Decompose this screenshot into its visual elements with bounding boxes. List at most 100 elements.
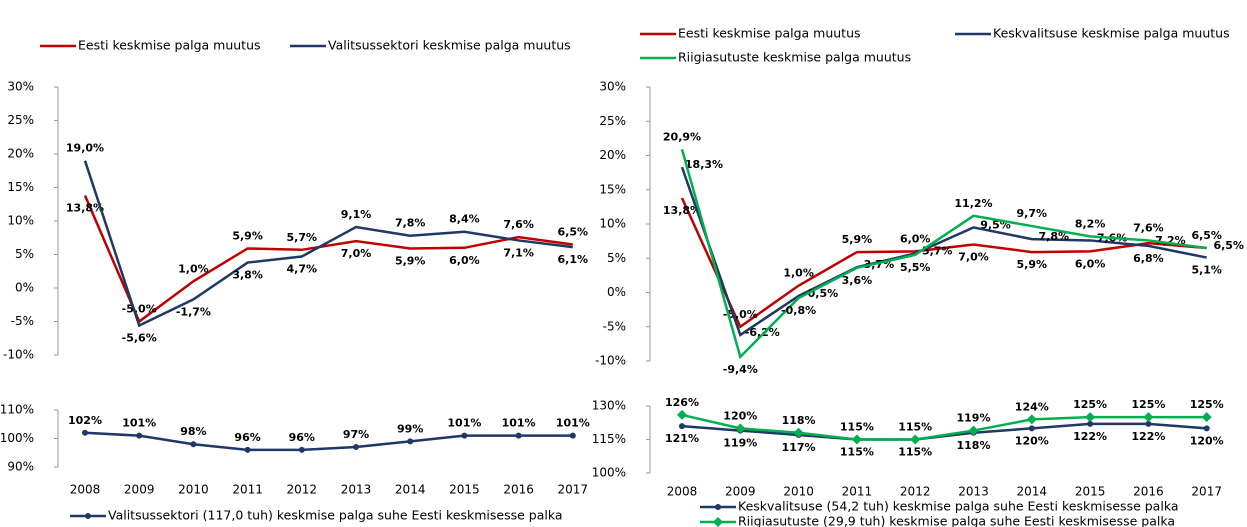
value-label: 122% (1131, 430, 1165, 443)
x-tick-label: 2016 (1133, 485, 1164, 499)
series-line (681, 422, 1207, 441)
value-label: 8,2% (1075, 217, 1106, 230)
series-line (680, 197, 1207, 329)
point (968, 425, 979, 436)
value-label: 98% (180, 425, 206, 438)
value-label: 96% (234, 431, 260, 444)
x-tick-label: 2011 (232, 483, 263, 497)
series-line (680, 166, 1207, 337)
value-label: 4,7% (287, 263, 318, 276)
value-label: 6,5% (558, 225, 589, 238)
value-label: 13,8% (663, 204, 701, 217)
value-label: -5,0% (122, 303, 157, 316)
x-tick-label: 2015 (449, 483, 480, 497)
y-tick-label: 15% (7, 180, 34, 194)
x-tick-label: 2009 (725, 485, 756, 499)
x-tick-label: 2010 (783, 485, 814, 499)
point (851, 434, 862, 445)
y-tick-label: 100% (592, 466, 626, 480)
legend-label: Eesti keskmise palga muutus (678, 26, 861, 41)
y-tick-label: 15% (599, 182, 626, 196)
y-tick-label: 30% (599, 80, 626, 94)
point (793, 427, 804, 438)
y-tick-label: 0% (607, 285, 626, 299)
x-tick-label: 2008 (667, 485, 698, 499)
y-tick-label: 100% (0, 431, 34, 445)
point (136, 432, 143, 439)
point (1143, 412, 1154, 423)
x-tick-label: 2015 (1075, 485, 1106, 499)
point (190, 441, 197, 448)
legend-marker (715, 504, 721, 510)
x-tick-label: 2010 (178, 483, 209, 497)
legend-label: Riigiasutuste keskmise palga muutus (678, 50, 911, 65)
point (1201, 412, 1212, 423)
x-tick-label: 2008 (70, 483, 101, 497)
y-tick-label: 5% (607, 251, 626, 265)
y-tick-label: 5% (15, 247, 34, 261)
value-label: 101% (122, 417, 156, 430)
value-label: 115% (898, 421, 932, 434)
y-tick-label: 20% (7, 147, 34, 161)
point (353, 444, 359, 451)
value-label: 7,6% (1133, 221, 1164, 234)
value-label: 20,9% (663, 130, 701, 143)
value-label: 120% (1190, 434, 1224, 447)
value-label: 120% (1015, 434, 1049, 447)
value-label: 120% (723, 409, 757, 422)
x-tick-label: 2014 (395, 483, 426, 497)
value-label: 6,5% (1213, 239, 1244, 252)
value-label: 117% (782, 441, 816, 454)
y-tick-label: 30% (7, 80, 34, 94)
series-line (83, 160, 573, 328)
value-label: 6,8% (1133, 252, 1164, 265)
value-label: 7,0% (341, 247, 372, 260)
value-label: 6,0% (449, 254, 480, 267)
value-label: 96% (289, 431, 315, 444)
point (1087, 420, 1094, 427)
series-line (84, 431, 573, 452)
legend-label: Keskvalitsuse keskmise palga muutus (993, 26, 1230, 41)
x-tick-label: 2013 (341, 483, 372, 497)
value-label: 5,9% (232, 229, 263, 242)
value-label: 125% (1073, 398, 1107, 411)
series-line (680, 148, 1207, 360)
y-tick-label: -10% (595, 354, 626, 368)
y-tick-label: 130% (592, 399, 626, 413)
point (677, 409, 687, 420)
value-label: 125% (1190, 398, 1224, 411)
value-label: 115% (840, 421, 874, 434)
value-label: 9,7% (1017, 207, 1048, 220)
x-tick-label: 2016 (503, 483, 534, 497)
value-label: 5,7% (922, 244, 953, 257)
y-tick-label: 10% (599, 217, 626, 231)
x-tick-label: 2011 (842, 485, 873, 499)
value-label: 118% (782, 414, 816, 427)
value-label: 6,0% (900, 232, 931, 245)
point (298, 446, 305, 453)
value-label: 6,0% (1075, 257, 1106, 270)
value-label: 115% (898, 446, 932, 459)
point (407, 438, 414, 445)
x-tick-label: 2017 (558, 483, 589, 497)
value-label: 125% (1131, 398, 1165, 411)
value-label: 5,5% (900, 261, 931, 274)
value-label: 122% (1073, 430, 1107, 443)
value-label: 7,1% (503, 246, 534, 259)
point (1028, 425, 1035, 432)
y-tick-label: 20% (599, 148, 626, 162)
value-label: 7,0% (958, 251, 989, 264)
value-label: 1,0% (178, 262, 209, 275)
value-label: 6,5% (1191, 229, 1222, 242)
point (1203, 425, 1210, 432)
point (1026, 414, 1037, 425)
value-label: 13,8% (66, 202, 104, 215)
value-label: 115% (840, 446, 874, 459)
value-label: -6,2% (745, 326, 780, 339)
value-label: 124% (1015, 400, 1049, 413)
value-label: 5,9% (395, 254, 426, 267)
value-label: 3,8% (232, 269, 263, 282)
value-label: 102% (68, 414, 102, 427)
x-tick-label: 2009 (124, 483, 155, 497)
